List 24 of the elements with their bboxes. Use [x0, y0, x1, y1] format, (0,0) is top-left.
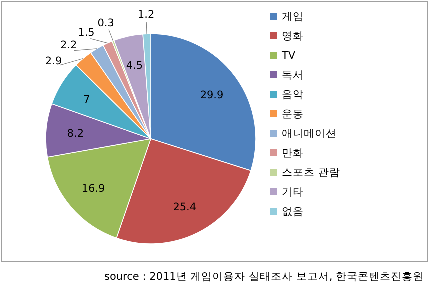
legend-label: 만화	[282, 148, 304, 160]
legend-label: 없음	[282, 206, 304, 218]
data-label: 29.9	[200, 89, 224, 102]
data-label: 0.3	[98, 17, 114, 30]
legend-label: 음악	[282, 89, 304, 101]
legend-label: 게임	[282, 11, 304, 23]
data-label: 7	[84, 94, 90, 106]
data-label: 16.9	[82, 183, 106, 196]
legend-label: 애니메이션	[282, 128, 337, 140]
data-label: 1.2	[138, 9, 155, 22]
legend-label: 영화	[282, 30, 304, 42]
data-label: 25.4	[173, 202, 197, 214]
pie: 29.9 25.4 16.9 8.2 7 2.9 2.2 1.5 0.3 4.5 1.2	[45, 9, 256, 244]
legend-label: 기타	[282, 186, 304, 198]
data-label: 2.2	[60, 40, 78, 52]
legend-label: 운동	[282, 108, 304, 120]
data-label: 2.9	[45, 55, 62, 68]
legend-label: 독서	[282, 70, 304, 82]
legend-label: 스포츠 관람	[282, 167, 340, 179]
data-label: 8.2	[67, 128, 84, 140]
data-label: 1.5	[78, 26, 95, 39]
data-label: 4.5	[126, 60, 144, 72]
legend-label: TV	[281, 50, 296, 62]
source-note: source : 2011년 게임이용자 실태조사 보고서, 한국콘텐츠진흥원	[104, 271, 424, 283]
